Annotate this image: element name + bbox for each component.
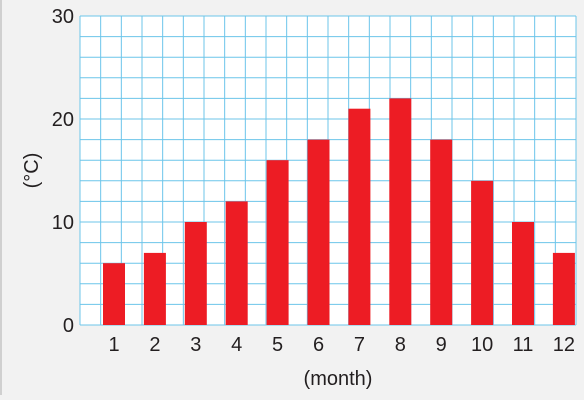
bar — [184, 222, 207, 325]
x-tick-label: 7 — [354, 334, 365, 356]
x-tick-label: 12 — [553, 334, 575, 356]
y-axis-ticks: 0 10 20 30 — [52, 6, 74, 337]
x-tick-label: 1 — [108, 334, 119, 356]
x-axis-label: (month) — [304, 368, 373, 390]
bar — [552, 252, 575, 325]
x-tick-label: 2 — [149, 334, 160, 356]
bar — [389, 98, 412, 326]
bar — [143, 252, 166, 325]
bar — [307, 139, 330, 325]
bar — [103, 263, 125, 325]
x-tick-label: 9 — [436, 334, 447, 356]
y-tick-label: 30 — [52, 6, 74, 28]
bar — [471, 180, 494, 325]
y-axis-label: (°C) — [21, 153, 43, 189]
x-tick-label: 10 — [471, 334, 493, 356]
x-axis-ticks: 1 2 3 4 5 6 7 8 9 10 11 12 — [108, 334, 575, 356]
x-tick-label: 3 — [190, 334, 201, 356]
x-tick-label: 4 — [231, 334, 242, 356]
bar — [348, 108, 371, 325]
x-tick-label: 8 — [395, 334, 406, 356]
y-tick-label: 0 — [63, 315, 74, 337]
bar — [430, 139, 453, 325]
bar — [266, 160, 289, 325]
bar — [225, 201, 248, 325]
x-tick-label: 5 — [272, 334, 283, 356]
bar — [512, 222, 534, 325]
x-tick-label: 11 — [513, 334, 534, 356]
y-tick-label: 20 — [52, 109, 74, 131]
bars — [103, 98, 575, 326]
x-tick-label: 6 — [313, 334, 324, 356]
y-tick-label: 10 — [52, 212, 74, 234]
